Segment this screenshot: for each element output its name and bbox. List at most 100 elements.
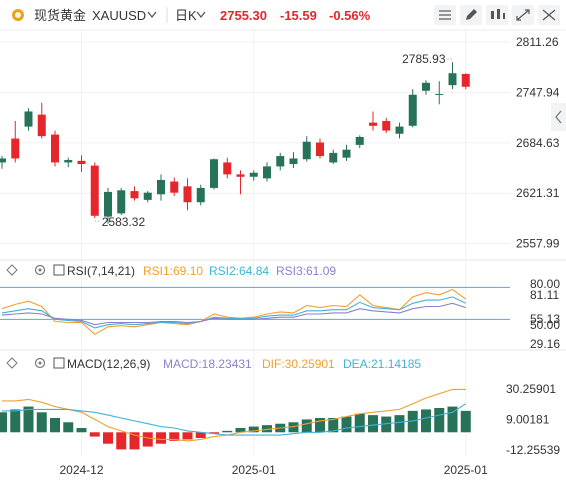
candle-9: [117, 187, 126, 215]
candle-body: [90, 165, 99, 216]
price-change: -15.59: [280, 8, 317, 23]
candle-14: [183, 178, 192, 211]
candle-body: [422, 82, 430, 91]
macd-tick-label-1: 9.00181: [506, 412, 550, 426]
macd-checkbox-icon[interactable]: [53, 357, 65, 369]
candle-body: [342, 149, 351, 158]
candle-body: [448, 73, 457, 86]
rsi-tick-label-1: 81.11: [530, 288, 559, 302]
macd-settings-gear-icon[interactable]: [34, 357, 46, 369]
macd-bar-34: [447, 406, 458, 433]
macd-bar-7: [89, 432, 100, 437]
macd-settings-gear-center: [38, 361, 42, 365]
candle-19: [249, 170, 258, 181]
macd-bar-24: [315, 418, 325, 433]
expand-button[interactable]: [512, 5, 534, 25]
rsi-settings-gear-center: [38, 268, 42, 272]
macd-bar-16: [209, 432, 219, 434]
candle-body: [355, 136, 364, 145]
macd-bar-31: [407, 410, 418, 433]
candle-body: [249, 172, 258, 177]
candle-6: [77, 155, 86, 172]
candle-25: [329, 149, 338, 165]
price-tick-label-0: 2811.26: [516, 35, 559, 49]
macd-bar-10: [129, 432, 140, 450]
rsi-tick-label-4: 29.16: [530, 337, 560, 351]
candle-body: [51, 134, 59, 163]
indicator-settings-button[interactable]: [434, 5, 456, 25]
candle-body: [408, 94, 417, 126]
candle-body: [64, 160, 73, 163]
instrument-symbol[interactable]: XAUUSD: [92, 8, 146, 23]
macd-bar-0: [0, 412, 7, 433]
rsi-checkbox-icon[interactable]: [53, 264, 65, 276]
macd-bar-23: [301, 419, 312, 433]
rsi3-value: RSI3:61.09: [276, 264, 336, 278]
candle-body: [329, 152, 338, 163]
rsi2-line: [1, 296, 467, 329]
period-dropdown-chevron-icon[interactable]: [196, 11, 206, 19]
candle-1: [11, 121, 20, 163]
candle-10: [130, 186, 139, 201]
draw-tool-button[interactable]: [460, 5, 482, 25]
macd-bar-35: [460, 410, 471, 433]
high-price-label: 2785.93: [402, 52, 446, 66]
macd-bar-13: [169, 432, 180, 441]
candle-31: [408, 89, 417, 128]
candle-8: [104, 187, 112, 224]
macd-bar-27: [354, 413, 365, 433]
macd-indicator-label: MACD(12,26,9): [67, 357, 150, 371]
rsi-settings-gear-icon[interactable]: [34, 264, 46, 276]
macd-bar-15: [195, 432, 206, 438]
candle-body: [302, 141, 311, 160]
time-label-2: 2025-01: [444, 463, 488, 477]
fullscreen-button[interactable]: [538, 5, 560, 25]
side-panel-toggle-button[interactable]: [551, 103, 566, 131]
candle-body: [24, 111, 33, 127]
candle-26: [342, 144, 351, 161]
candle-35: [461, 73, 470, 90]
macd-bar-2: [23, 406, 34, 433]
period-selector[interactable]: 日K: [175, 8, 197, 23]
low-annotation: 2583.32: [94, 215, 145, 229]
candle-13: [170, 177, 179, 196]
macd-bar-19: [248, 426, 259, 433]
candle-34: [448, 62, 457, 90]
candle-29: [382, 117, 391, 133]
candle-22: [289, 152, 298, 169]
rsi-tick-label-3: 50.00: [530, 318, 560, 332]
candle-body: [276, 156, 285, 167]
chart-style-button[interactable]: [486, 5, 508, 25]
macd-bar-30: [394, 415, 405, 433]
rsi-legend: RSI(7,14,21) RSI1:69.10 RSI2:64.84 RSI3:…: [6, 264, 336, 278]
candle-body: [11, 138, 20, 159]
dea-value: DEA:21.14185: [343, 357, 421, 371]
price-tick-label-1: 2747.94: [516, 85, 560, 99]
instrument-name: 现货黄金: [34, 8, 86, 23]
candle-body: [461, 74, 470, 87]
macd-bar-14: [182, 432, 193, 440]
rsi-hide-icon[interactable]: [6, 264, 18, 276]
macd-bar-20: [262, 425, 272, 433]
price-gridlines: [0, 41, 510, 245]
candle-23: [302, 136, 311, 162]
macd-tick-label-0: 30.25901: [506, 382, 556, 396]
symbol-dropdown-chevron-icon[interactable]: [147, 11, 157, 19]
price-tick-label-4: 2557.99: [516, 237, 560, 251]
macd-value: MACD:18.23431: [163, 357, 252, 371]
macd-hide-icon[interactable]: [6, 357, 18, 369]
macd-bar-33: [434, 408, 445, 433]
candle-body: [104, 191, 112, 217]
rsi-reference-lines: [0, 286, 510, 320]
macd-bar-32: [421, 409, 431, 433]
candle-body: [236, 174, 245, 177]
candle-15: [196, 184, 205, 206]
macd-legend: MACD(12,26,9) MACD:18.23431 DIF:30.25901…: [6, 357, 421, 371]
dea-line: [2, 403, 467, 436]
candle-body: [157, 179, 165, 195]
candle-body: [183, 186, 192, 203]
chevron-left-icon[interactable]: [555, 110, 562, 124]
candle-body: [369, 122, 377, 126]
